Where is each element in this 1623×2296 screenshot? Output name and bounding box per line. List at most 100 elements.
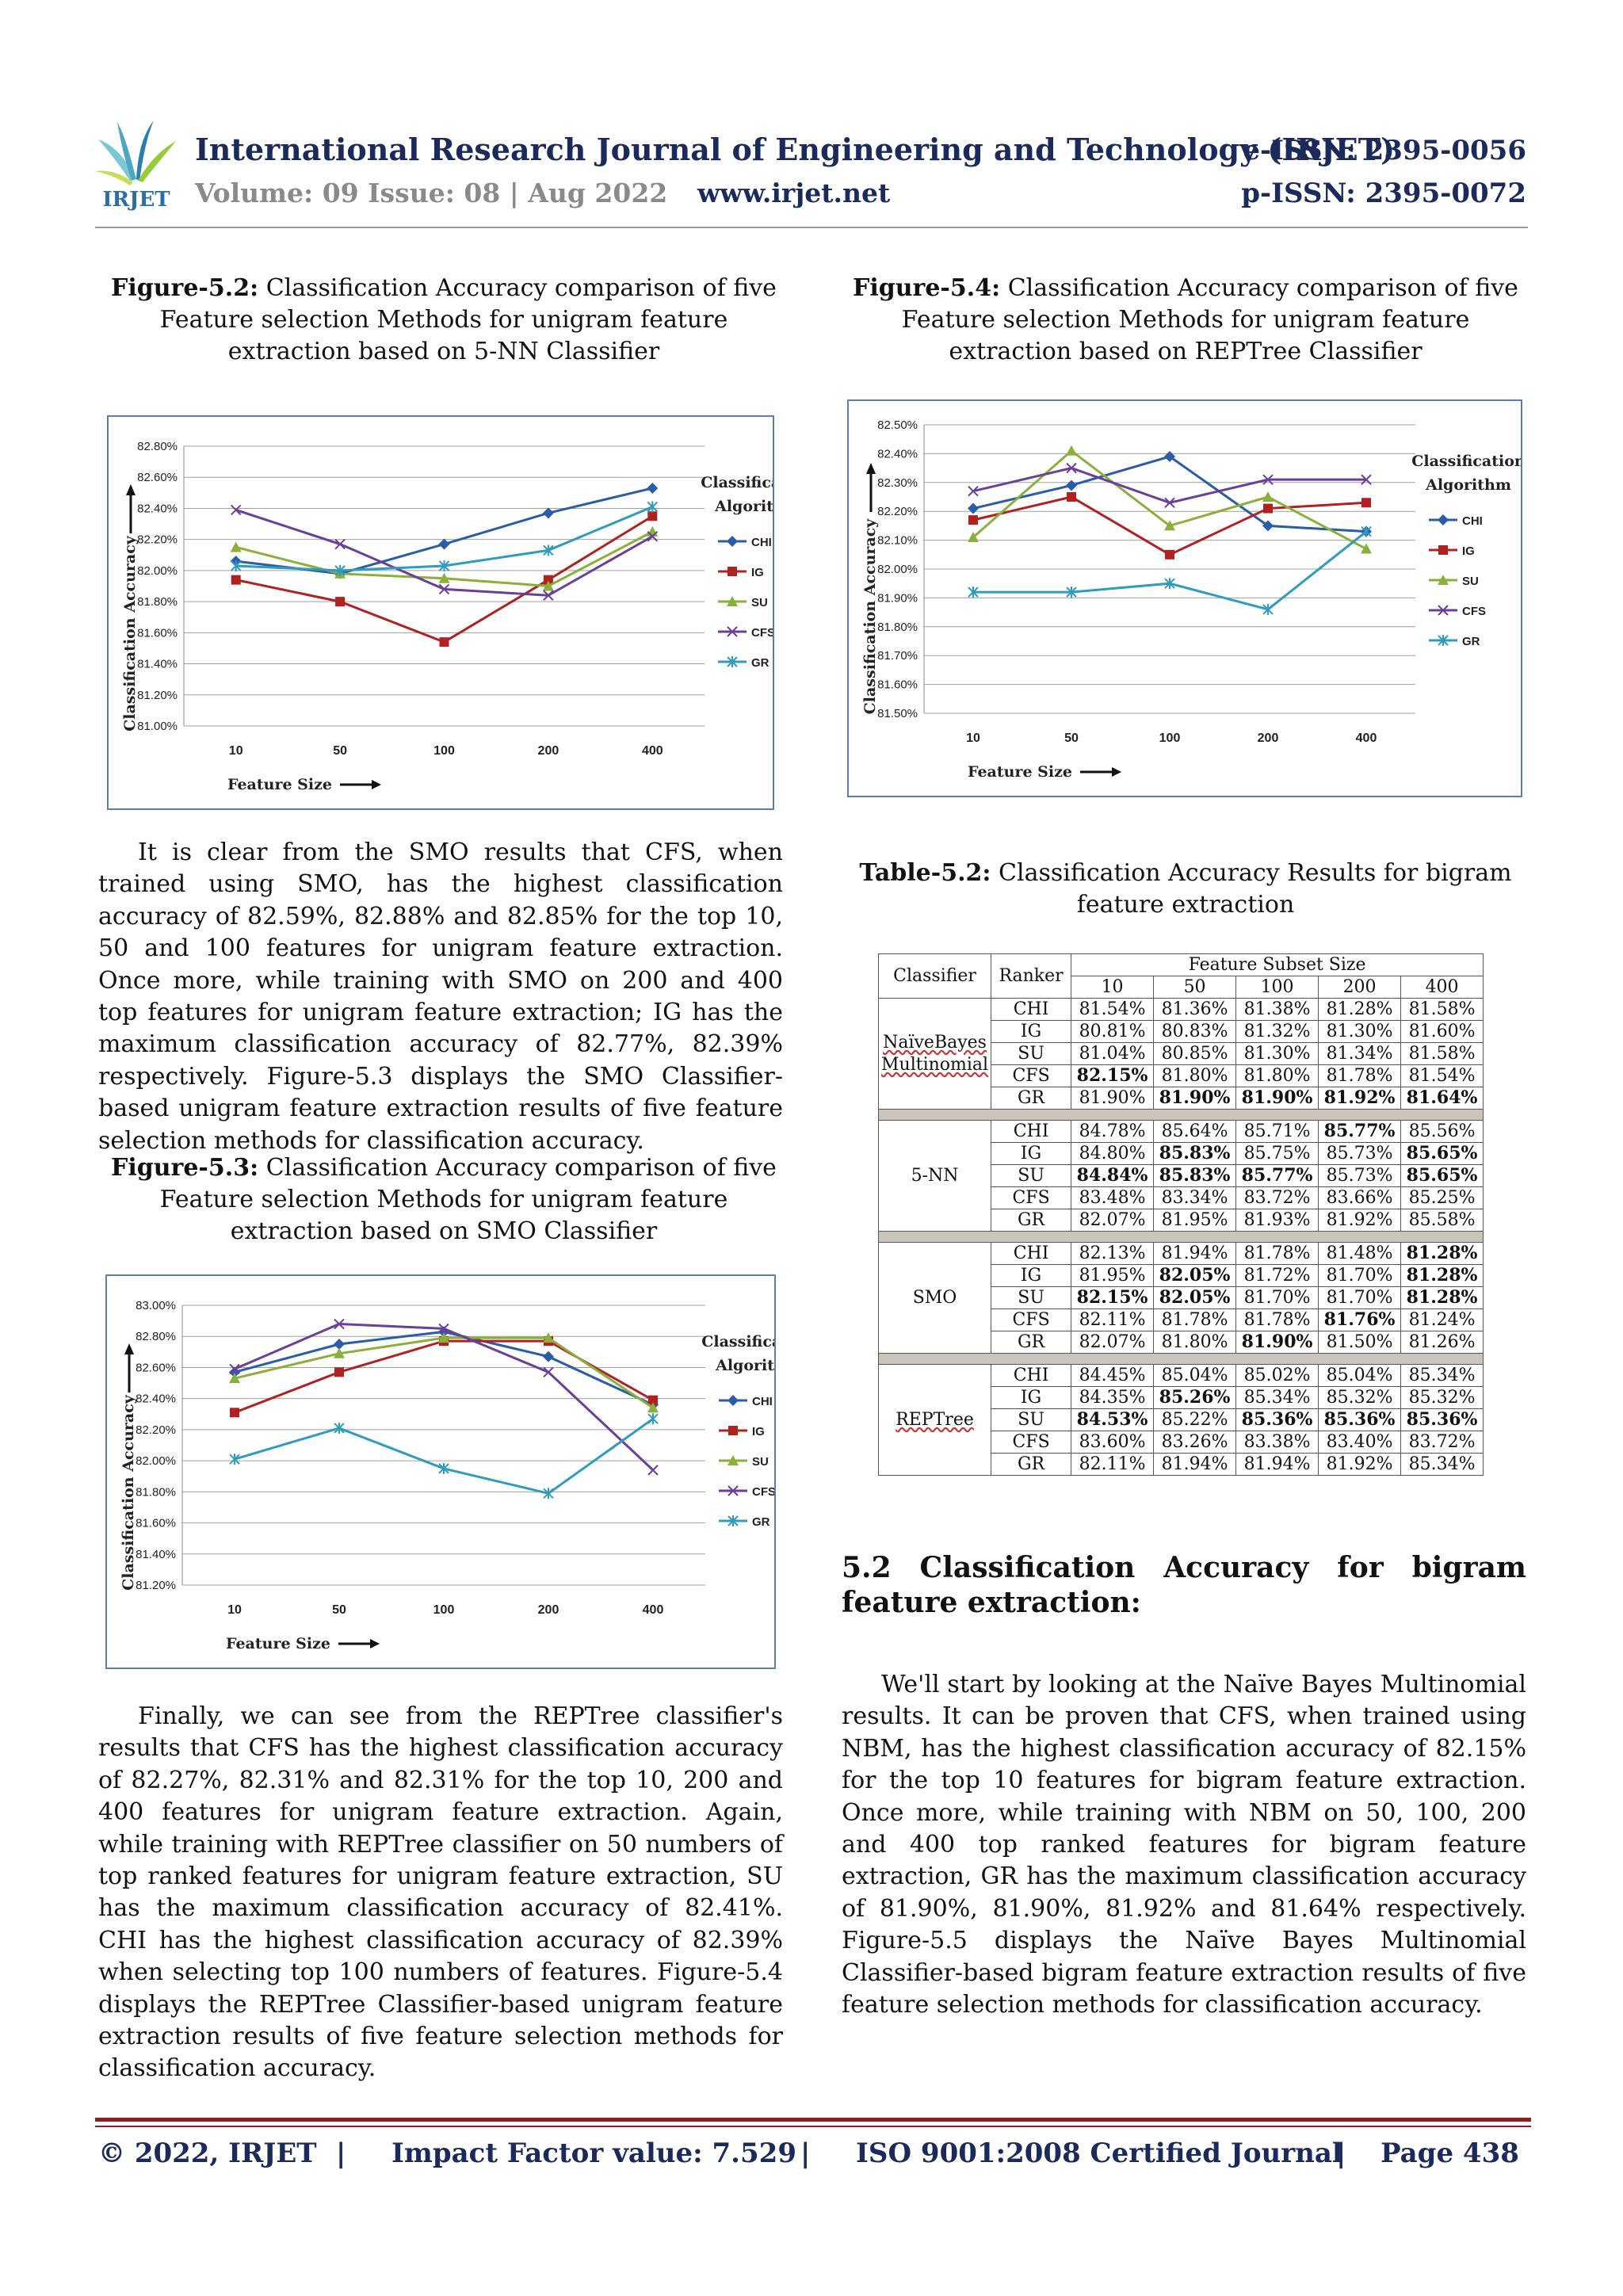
classifier-cell: SMO (877, 1242, 992, 1354)
value-cell: 81.80% (1235, 1064, 1319, 1087)
header-size: 400 (1400, 976, 1484, 999)
paragraph-smo: It is clear from the SMO results that CF… (98, 839, 783, 1155)
table-5-2-caption: Table-5.2: Classification Accuracy Resul… (840, 858, 1531, 921)
data-point (647, 1402, 659, 1413)
y-tick-label: 81.60% (136, 1517, 176, 1530)
value-cell: 85.58% (1400, 1209, 1484, 1232)
table-row: SU 81.04% 80.85% 81.30% 81.34% 81.58% (879, 1042, 1484, 1065)
data-point (1361, 474, 1372, 485)
data-point (647, 1465, 659, 1476)
data-point (543, 1488, 554, 1499)
y-tick-label: 82.20% (136, 1423, 176, 1437)
data-point (229, 1363, 240, 1375)
value-cell: 82.11% (1071, 1308, 1155, 1331)
value-cell: 82.05% (1153, 1286, 1237, 1309)
footer-separator: | (1336, 2137, 1346, 2169)
legend-label: CFS (751, 626, 773, 640)
value-cell: 84.35% (1071, 1386, 1155, 1409)
website-link[interactable]: www.irjet.net (697, 178, 891, 208)
legend-title: Classification (701, 474, 773, 491)
value-cell: 81.48% (1318, 1242, 1402, 1265)
data-point (231, 575, 241, 585)
series-ig (231, 511, 658, 648)
figure-5-4-caption: Figure-5.4: Classification Accuracy comp… (840, 273, 1531, 368)
value-cell: 81.90% (1235, 1331, 1319, 1354)
value-cell: 82.11% (1071, 1453, 1155, 1476)
data-point (438, 538, 450, 550)
legend-label: SU (752, 1455, 769, 1469)
y-tick-label: 81.50% (877, 707, 918, 720)
table-row: IG 84.35% 85.26% 85.34% 85.32% 85.32% (879, 1386, 1484, 1409)
y-tick-label: 82.40% (877, 447, 918, 460)
ranker-cell: SU (991, 1164, 1072, 1187)
value-cell: 84.78% (1071, 1120, 1155, 1143)
table-row: 5-NN CHI 84.78% 85.64% 85.71% 85.77% 85.56% (877, 1120, 1484, 1232)
value-cell: 81.28% (1318, 998, 1402, 1021)
table-row: SU 84.84% 85.83% 85.77% 85.73% 85.65% (879, 1164, 1484, 1187)
value-cell: 81.26% (1400, 1331, 1484, 1354)
data-point (647, 482, 659, 494)
y-tick-label: 81.20% (136, 1579, 176, 1592)
data-point (542, 580, 554, 591)
header-subset: Feature Subset Size (1071, 953, 1484, 976)
data-point (335, 597, 346, 607)
data-point (1361, 498, 1371, 508)
y-tick-label: 82.00% (137, 564, 178, 578)
series-gr (229, 1413, 659, 1499)
value-cell: 81.94% (1153, 1242, 1237, 1265)
y-tick-label: 82.80% (137, 440, 178, 453)
value-cell: 83.72% (1400, 1431, 1484, 1454)
x-axis-arrow-head (372, 780, 381, 789)
legend-entry: GR (1429, 635, 1480, 648)
y-axis-label: Classification Accuracy (120, 1394, 137, 1591)
value-cell: 81.92% (1318, 1209, 1402, 1232)
legend-label: IG (1462, 544, 1475, 558)
legend-label: SU (1462, 575, 1479, 588)
legend-title: Algorithm (715, 1357, 774, 1374)
y-tick-label: 82.40% (136, 1392, 176, 1406)
journal-title: International Research Journal of Engine… (195, 132, 1395, 167)
value-cell: 81.70% (1318, 1264, 1402, 1287)
value-cell: 81.64% (1400, 1087, 1484, 1110)
table-row: GR 81.90% 81.90% 81.90% 81.92% 81.64% (879, 1087, 1484, 1110)
data-point (543, 1332, 554, 1343)
y-tick-label: 82.60% (137, 471, 178, 484)
data-point (648, 1395, 658, 1405)
x-tick-label: 200 (538, 744, 559, 758)
legend-marker (1438, 545, 1448, 555)
data-point (647, 511, 658, 521)
value-cell: 82.07% (1071, 1209, 1155, 1232)
value-cell: 81.70% (1318, 1286, 1402, 1309)
x-tick-label: 400 (642, 744, 663, 758)
value-cell: 85.36% (1235, 1408, 1319, 1431)
series-cfs (230, 504, 659, 601)
section-heading: 5.2 Classification Accuracy for bigram f… (842, 1551, 1526, 1619)
data-point (968, 586, 979, 598)
x-tick-label: 200 (1258, 732, 1279, 745)
series-cfs (968, 462, 1372, 508)
data-point (334, 1347, 345, 1358)
value-cell: 83.66% (1318, 1186, 1402, 1209)
ranker-cell: CHI (991, 998, 1072, 1021)
value-cell: 85.32% (1318, 1386, 1402, 1409)
legend-marker (1438, 605, 1449, 616)
value-cell: 81.04% (1071, 1042, 1155, 1065)
value-cell: 85.22% (1153, 1408, 1237, 1431)
x-tick-label: 100 (433, 1603, 455, 1617)
table-row: CFS 83.60% 83.26% 83.38% 83.40% 83.72% (879, 1431, 1484, 1454)
value-cell: 85.64% (1153, 1120, 1237, 1143)
ranker-cell: IG (991, 1386, 1072, 1409)
data-point (334, 538, 346, 550)
table-row: GR 82.11% 81.94% 81.94% 81.92% 85.34% (879, 1453, 1484, 1476)
value-cell: 81.94% (1235, 1453, 1319, 1476)
ranker-cell: CFS (991, 1064, 1072, 1087)
x-tick-label: 100 (1159, 732, 1181, 745)
legend-label: GR (1462, 635, 1480, 648)
value-cell: 81.54% (1071, 998, 1155, 1021)
legend-marker (727, 536, 738, 547)
footer-divider-thin (95, 2126, 1531, 2127)
value-cell: 85.77% (1318, 1120, 1402, 1143)
value-cell: 81.24% (1400, 1308, 1484, 1331)
legend-entry: IG (718, 566, 764, 579)
value-cell: 81.58% (1400, 998, 1484, 1021)
